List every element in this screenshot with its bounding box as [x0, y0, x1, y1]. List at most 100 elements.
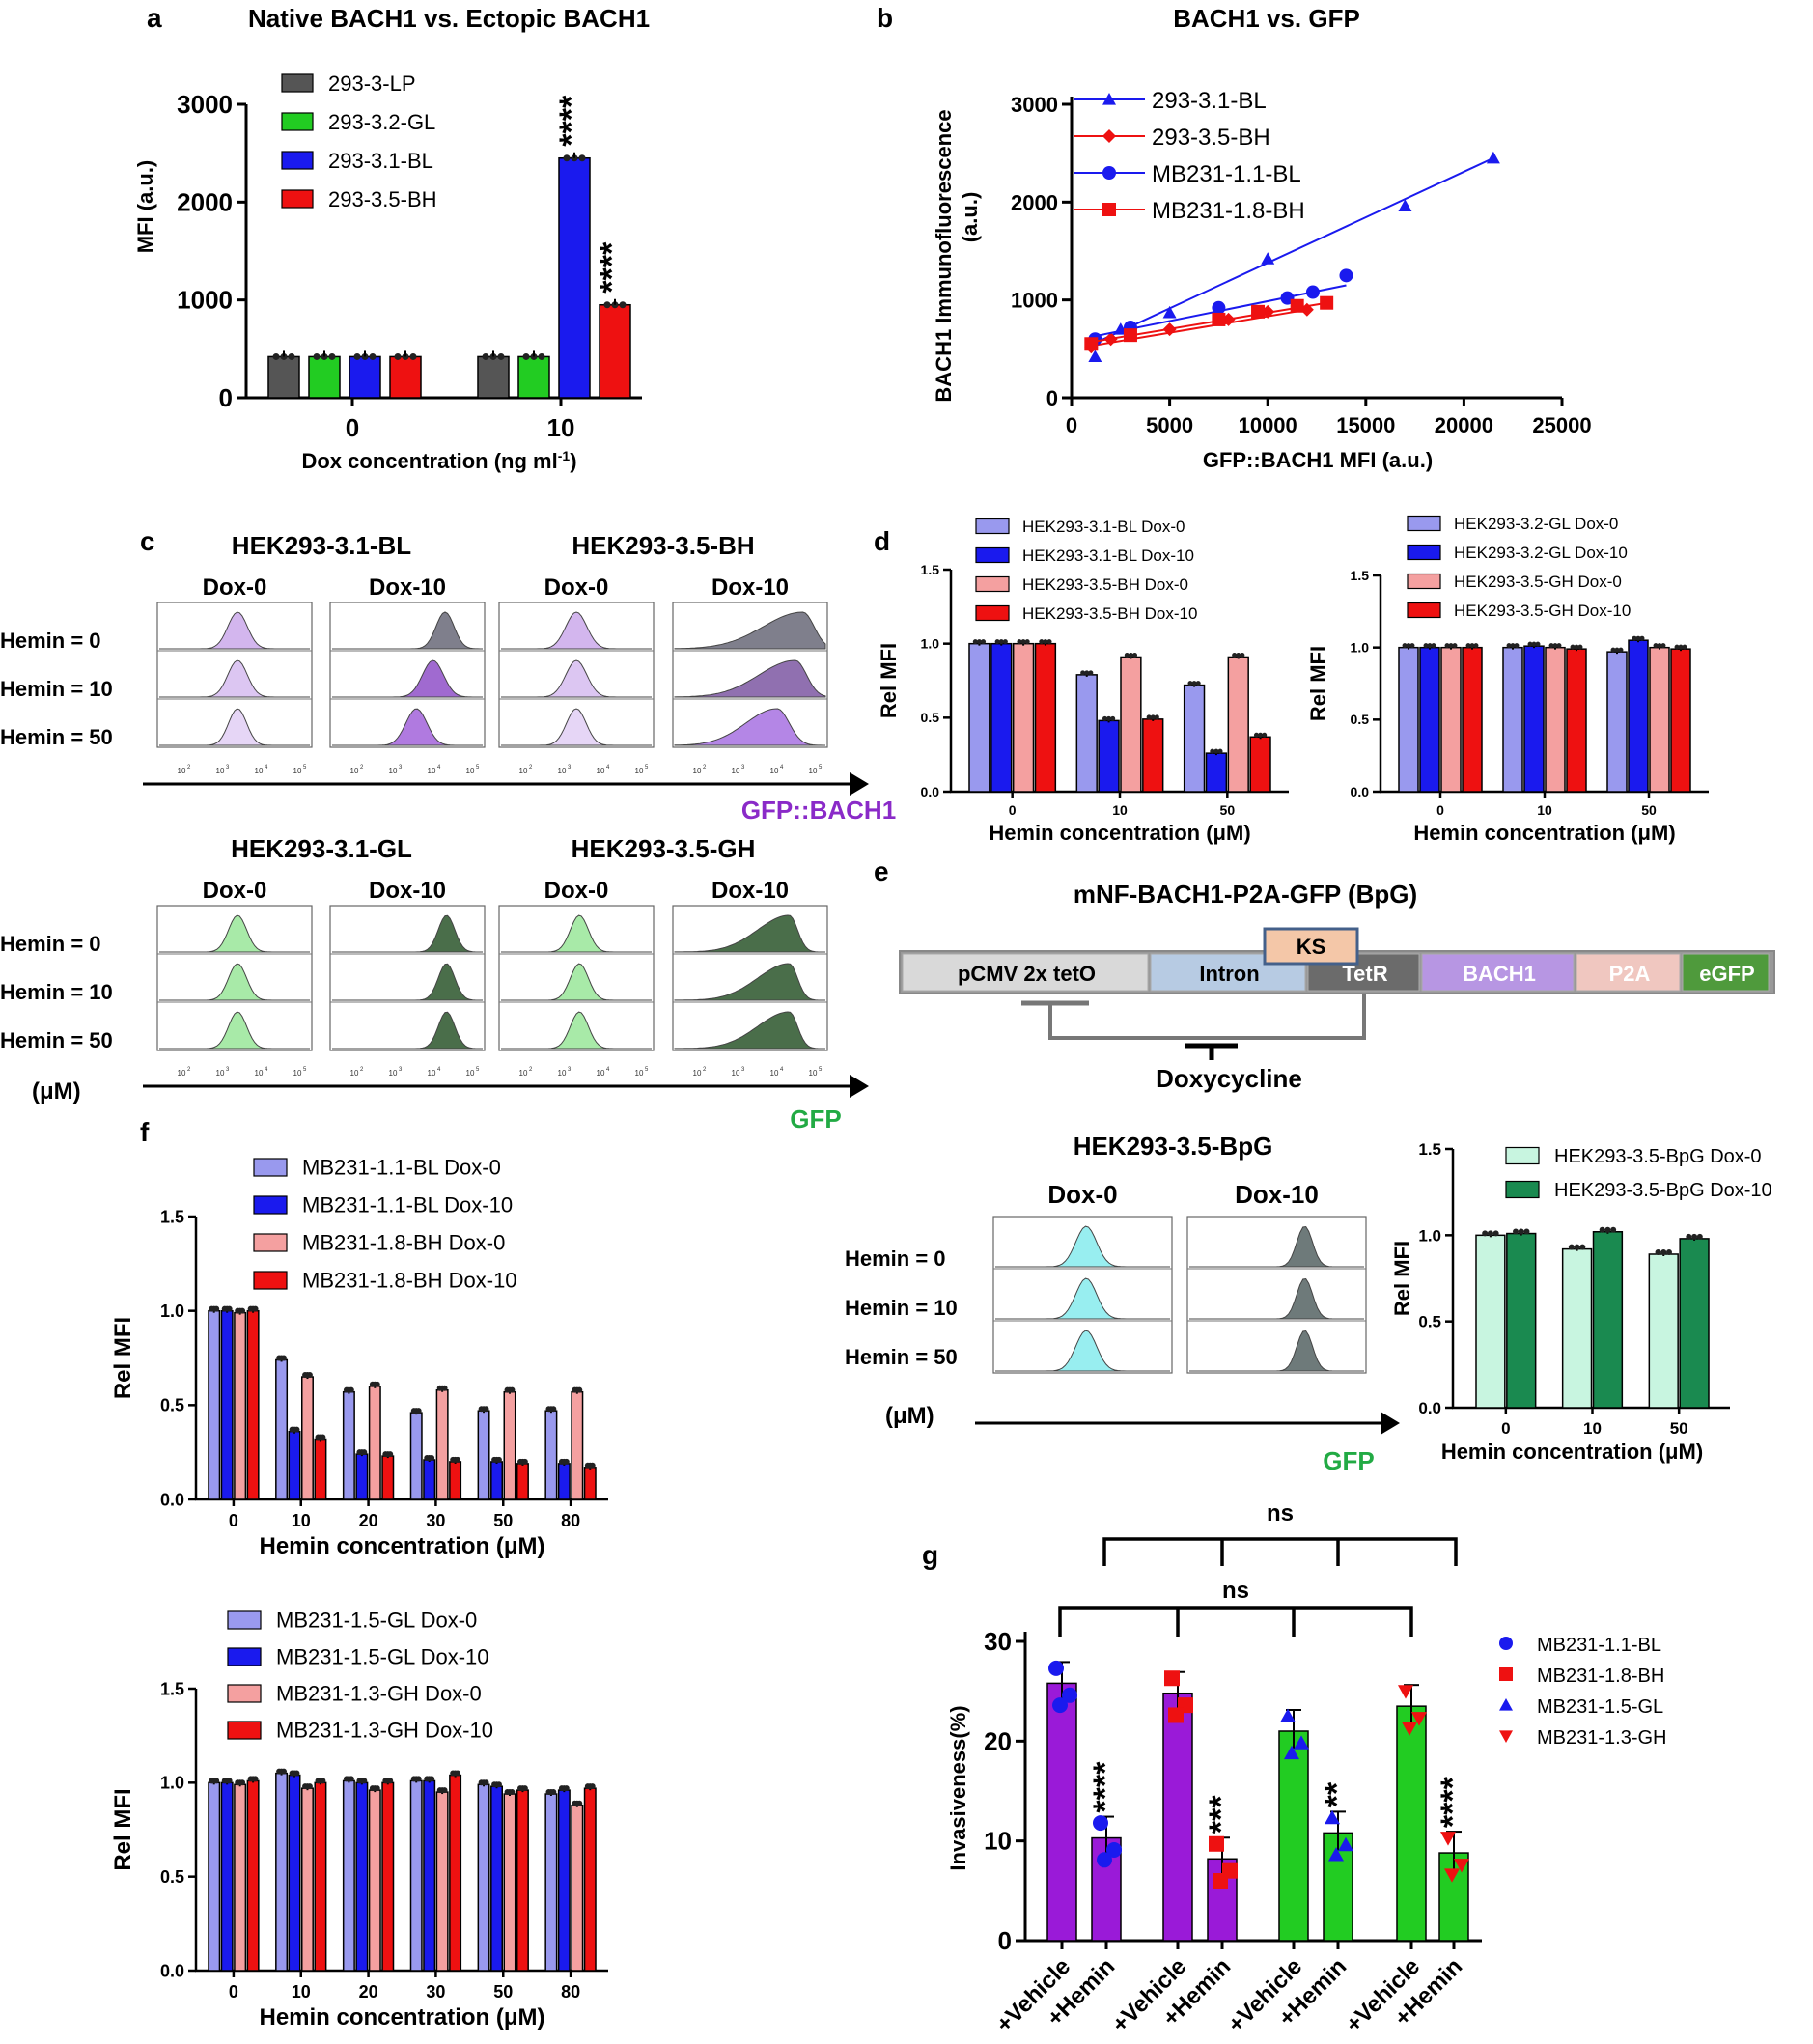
data-dot — [1568, 1244, 1575, 1250]
data-dot — [1660, 1248, 1667, 1255]
y-tick-label: 0.5 — [921, 710, 940, 725]
x-tick-exp: 3 — [399, 765, 403, 770]
x-tick-exp: 2 — [187, 765, 191, 770]
x-tick-label: 0 — [1009, 802, 1017, 818]
data-dot — [998, 639, 1004, 645]
data-dot — [483, 1779, 489, 1786]
y-tick-label: 0 — [998, 1926, 1012, 1955]
data-dot — [374, 1381, 380, 1387]
construct-segment-label: eGFP — [1699, 962, 1754, 986]
x-tick-exp: 4 — [265, 1067, 268, 1073]
x-tick-exp: 4 — [780, 765, 784, 770]
construct-segment-label: P2A — [1609, 962, 1651, 986]
x-tick-label: 10 — [732, 1069, 740, 1078]
x-tick-label: 10 — [350, 767, 359, 775]
legend-label: HEK293-3.2-GL Dox-0 — [1454, 515, 1618, 533]
data-dot — [1599, 1226, 1605, 1233]
data-dot — [1510, 643, 1516, 649]
data-dot — [578, 154, 586, 162]
column-label: Dox-10 — [711, 574, 789, 601]
x-tick-label: 20 — [359, 1511, 378, 1530]
legend-label: MB231-1.1-BL — [1152, 161, 1301, 187]
construct-segment — [1682, 953, 1770, 992]
data-dot — [1448, 643, 1454, 649]
data-dot — [1487, 1230, 1493, 1237]
bar — [1561, 1247, 1593, 1409]
bar — [1162, 1692, 1193, 1942]
y-axis-label: Rel MFI — [1390, 1241, 1414, 1316]
bar — [516, 1463, 529, 1500]
data-dot — [348, 1776, 354, 1782]
group-title: HEK293-3.1-BL — [232, 531, 412, 560]
x-tick-label: 10 — [216, 767, 225, 775]
bar — [314, 1781, 327, 1972]
x-tick-exp: 5 — [303, 1067, 307, 1073]
histogram — [501, 708, 652, 746]
bar — [583, 1467, 597, 1500]
data-dot — [972, 639, 978, 645]
data-dot — [1236, 652, 1241, 658]
bar — [342, 1390, 355, 1500]
x-tick-label: 10 — [1112, 802, 1128, 818]
data-point — [1280, 1708, 1296, 1722]
bar — [288, 1774, 301, 1972]
data-dot — [563, 1785, 570, 1792]
data-dot — [1527, 641, 1533, 647]
data-dot — [409, 352, 417, 360]
x-tick-label: 10 — [597, 767, 605, 775]
data-dot — [213, 1305, 220, 1312]
data-dot — [1154, 714, 1159, 720]
column-label: Dox-0 — [544, 574, 609, 601]
data-dot — [1423, 643, 1429, 649]
bar — [1648, 1253, 1679, 1409]
legend-marker — [1102, 129, 1116, 143]
group-title: HEK293-3.5-BH — [572, 531, 754, 560]
row-label: Hemin = 0 — [0, 932, 101, 956]
data-dot — [306, 1372, 313, 1379]
data-dot — [1084, 670, 1090, 676]
arrow-head — [850, 772, 869, 796]
bar — [368, 1789, 381, 1972]
column-label: Dox-10 — [711, 878, 789, 904]
y-tick-label: 1.0 — [1418, 1226, 1441, 1245]
y-tick-label: 0.5 — [1418, 1313, 1441, 1331]
legend-marker — [1102, 166, 1116, 180]
histogram — [674, 963, 825, 1001]
y-axis-label: BACH1 Immunofluorescence — [932, 109, 956, 402]
y-tick-label: 0.5 — [1351, 712, 1370, 727]
legend-swatch — [975, 575, 1010, 593]
bar — [1545, 646, 1566, 793]
histogram — [674, 1011, 825, 1050]
data-dot — [1106, 715, 1112, 721]
x-tick-exp: 5 — [476, 1067, 480, 1073]
bar — [544, 1410, 558, 1500]
data-dot — [1191, 681, 1197, 686]
x-tick-label: 10 — [389, 1069, 398, 1078]
x-axis-label: Hemin concentration (μM) — [259, 2004, 544, 2030]
data-dot — [455, 1770, 461, 1777]
unit-label: (μM) — [885, 1403, 934, 1429]
data-dot — [1253, 732, 1259, 738]
data-dot — [239, 1779, 246, 1786]
bar — [1592, 1231, 1624, 1409]
x-tick-label: 10000 — [1239, 413, 1297, 437]
legend-swatch — [975, 604, 1010, 622]
data-dot — [1258, 732, 1264, 738]
x-tick-label: 20000 — [1435, 413, 1493, 437]
data-dot — [252, 1305, 259, 1312]
bar — [517, 355, 550, 399]
x-tick-label: 10 — [1583, 1419, 1602, 1438]
data-dot — [239, 1307, 246, 1314]
histogram-frame — [498, 602, 655, 748]
bar — [381, 1455, 395, 1500]
x-tick-label: 10 — [519, 767, 528, 775]
data-dot — [1146, 714, 1152, 720]
histogram-frame — [156, 905, 313, 1051]
data-point — [1212, 312, 1226, 326]
bar — [583, 1787, 597, 1972]
data-point — [1209, 1835, 1224, 1852]
y-tick-label: 1000 — [177, 286, 233, 315]
data-point — [1486, 151, 1500, 164]
data-dot — [387, 1778, 394, 1784]
legend-marker — [1102, 93, 1116, 105]
